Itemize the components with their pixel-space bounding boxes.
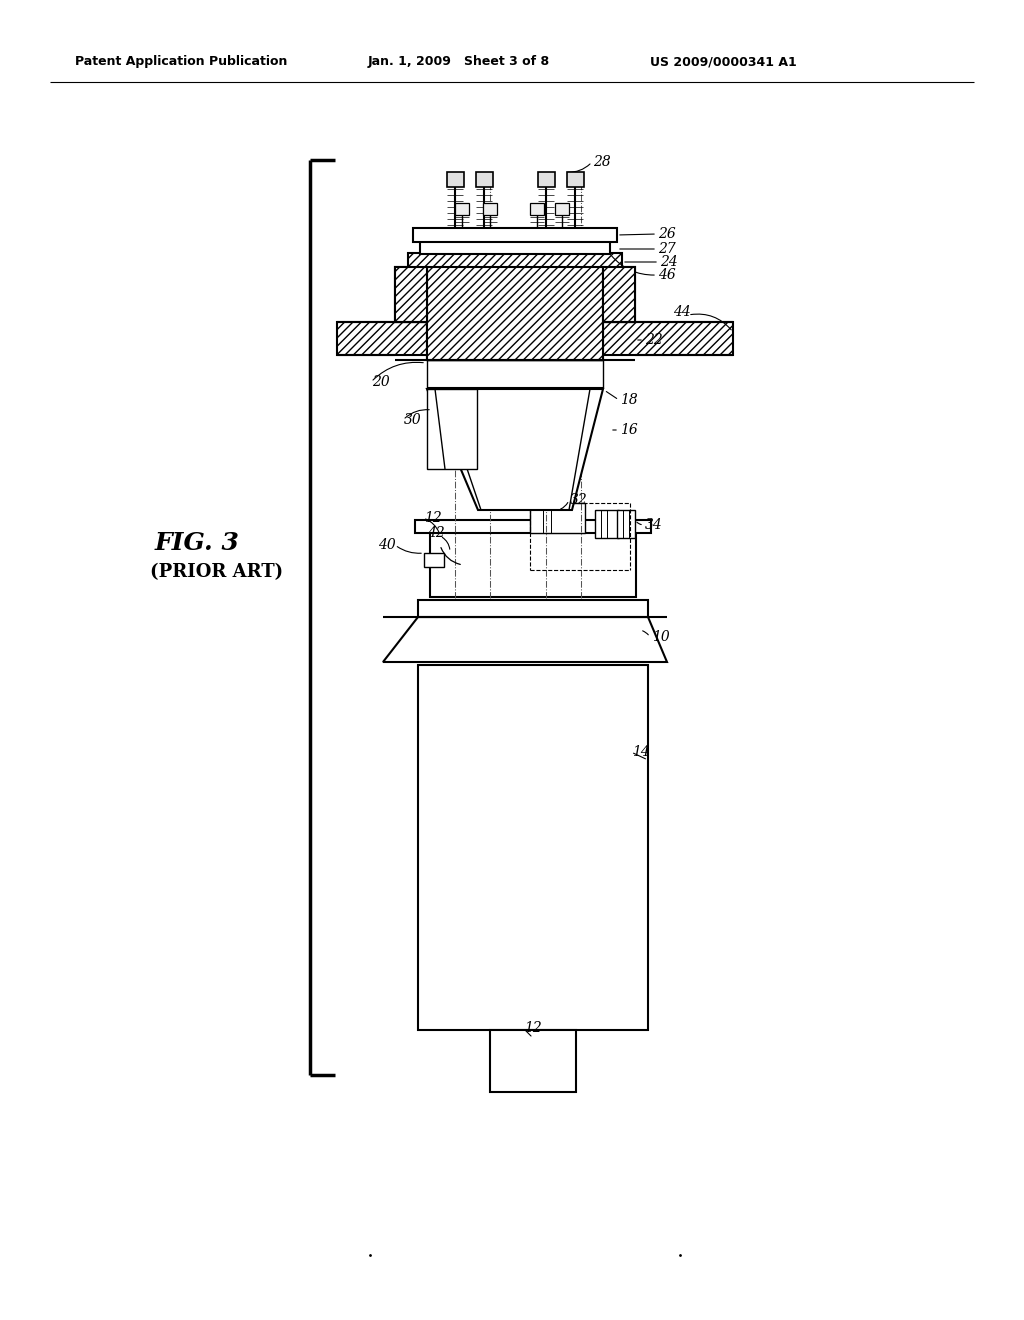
- Bar: [427, 322, 603, 355]
- Bar: [420, 242, 610, 253]
- Text: Patent Application Publication: Patent Application Publication: [75, 55, 288, 69]
- Text: 20: 20: [372, 375, 390, 389]
- Text: FIG. 3: FIG. 3: [155, 531, 240, 554]
- Text: 24: 24: [660, 255, 678, 269]
- Bar: [555, 203, 569, 215]
- Text: 12: 12: [424, 511, 441, 525]
- Bar: [455, 203, 469, 215]
- Text: 27: 27: [658, 242, 676, 256]
- Text: 14: 14: [632, 744, 650, 759]
- Bar: [337, 322, 733, 355]
- Text: 10: 10: [652, 630, 670, 644]
- Bar: [476, 172, 493, 187]
- Text: 12: 12: [524, 1020, 542, 1035]
- Bar: [427, 267, 603, 360]
- Text: Jan. 1, 2009   Sheet 3 of 8: Jan. 1, 2009 Sheet 3 of 8: [368, 55, 550, 69]
- Text: US 2009/0000341 A1: US 2009/0000341 A1: [650, 55, 797, 69]
- Bar: [430, 532, 636, 597]
- Text: 46: 46: [658, 268, 676, 282]
- Text: 26: 26: [658, 227, 676, 242]
- Bar: [418, 665, 648, 1030]
- Text: 40: 40: [378, 539, 395, 552]
- Bar: [424, 553, 444, 568]
- Text: 18: 18: [620, 393, 638, 407]
- Bar: [595, 510, 618, 539]
- Bar: [427, 267, 603, 360]
- Bar: [530, 203, 544, 215]
- Bar: [395, 267, 427, 322]
- Bar: [617, 510, 635, 539]
- Polygon shape: [383, 616, 667, 663]
- Text: 32: 32: [570, 492, 588, 507]
- Bar: [490, 1030, 575, 1092]
- Bar: [395, 267, 427, 322]
- Bar: [427, 360, 603, 388]
- Text: 34: 34: [645, 517, 663, 532]
- Bar: [447, 172, 464, 187]
- Bar: [415, 520, 651, 533]
- Bar: [413, 228, 617, 242]
- Text: 44: 44: [673, 305, 691, 319]
- Text: 22: 22: [645, 333, 663, 347]
- Bar: [538, 172, 555, 187]
- Bar: [483, 203, 497, 215]
- Text: (PRIOR ART): (PRIOR ART): [150, 564, 283, 581]
- Bar: [603, 267, 635, 322]
- Polygon shape: [427, 389, 603, 510]
- Text: 28: 28: [593, 154, 610, 169]
- Bar: [530, 503, 585, 533]
- Text: 30: 30: [404, 413, 422, 426]
- Bar: [427, 389, 477, 469]
- Bar: [603, 267, 635, 322]
- Text: 16: 16: [620, 422, 638, 437]
- Bar: [408, 253, 622, 269]
- Bar: [418, 601, 648, 616]
- Bar: [567, 172, 584, 187]
- Text: 42: 42: [427, 525, 444, 540]
